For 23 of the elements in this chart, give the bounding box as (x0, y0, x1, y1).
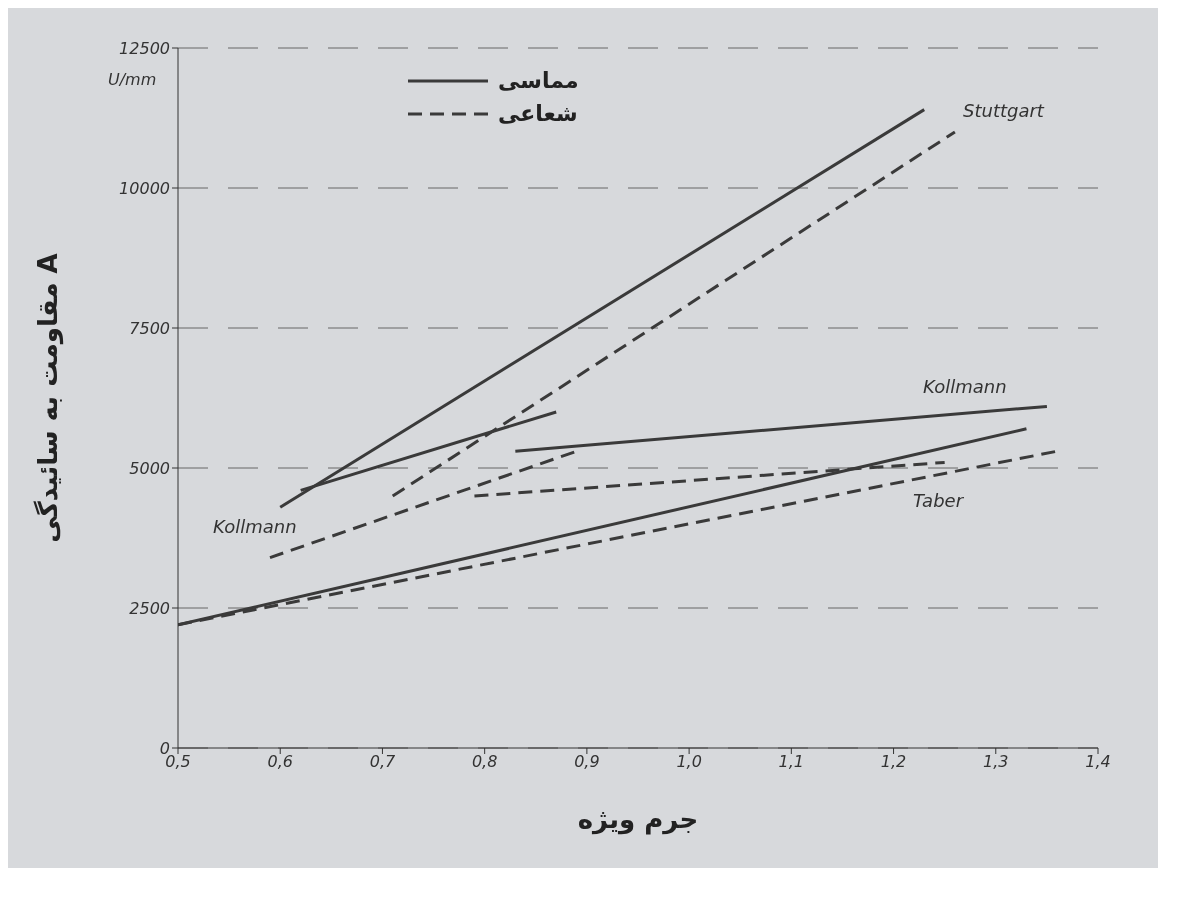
x-tick-label: 0,9 (574, 752, 600, 772)
x-axis-title: جرم ویژه (577, 804, 699, 835)
y-tick-label: 2500 (129, 598, 170, 618)
y-tick-label: 5000 (129, 458, 170, 478)
y-tick-label: 7500 (129, 318, 170, 338)
annotation: Kollmann (213, 516, 297, 537)
annotation: Kollmann (923, 376, 1007, 397)
y-tick-label: 10000 (119, 178, 170, 198)
legend-label: شعاعی (498, 101, 578, 126)
annotation: Taber (913, 490, 964, 511)
text: U/mm (108, 70, 157, 89)
x-tick-label: 0,6 (267, 752, 293, 772)
annotation: Stuttgart (963, 100, 1044, 121)
x-tick-label: 1,4 (1085, 752, 1111, 772)
x-tick-label: 0,7 (369, 752, 396, 772)
x-tick-label: 1,3 (983, 752, 1009, 772)
y-tick-label: 12500 (119, 38, 170, 58)
y-axis-title: مقاومت به سائیدگی A (33, 253, 65, 543)
x-tick-label: 1,0 (676, 752, 702, 772)
x-tick-label: 1,1 (778, 752, 805, 772)
legend-label: مماسی (498, 68, 579, 93)
x-tick-label: 0,8 (471, 752, 498, 772)
x-tick-label: 1,2 (880, 752, 907, 772)
